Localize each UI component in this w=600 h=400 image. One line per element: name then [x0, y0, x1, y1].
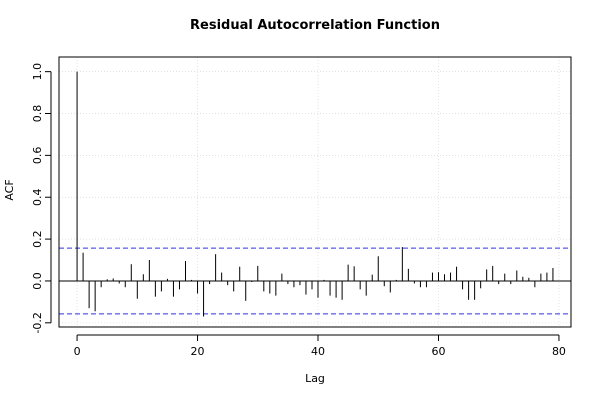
- x-axis: 0 20 40 60 80: [74, 334, 566, 358]
- chart-title: Residual Autocorrelation Function: [190, 18, 440, 33]
- y-axis-label: ACF: [3, 179, 16, 200]
- y-tick-label: 0.4: [31, 188, 44, 206]
- x-tick-label: 80: [552, 345, 566, 358]
- x-tick-label: 40: [311, 345, 325, 358]
- y-tick-label: 0.0: [31, 272, 44, 290]
- x-tick-label: 60: [431, 345, 445, 358]
- y-tick-label: 0.2: [31, 230, 44, 248]
- confidence-bounds: [59, 247, 571, 315]
- y-tick-label: 0.6: [31, 147, 44, 165]
- x-tick-label: 20: [191, 345, 205, 358]
- x-axis-label: Lag: [305, 372, 325, 385]
- y-tick-label: 1.0: [31, 63, 44, 81]
- x-tick-label: 0: [74, 345, 81, 358]
- y-tick-label: -0.2: [31, 312, 44, 333]
- y-axis: -0.2 0.0 0.2 0.4 0.6 0.8 1.0: [31, 63, 52, 334]
- y-tick-label: 0.8: [31, 105, 44, 123]
- acf-spikes: [76, 71, 554, 317]
- plot-frame: [58, 56, 572, 328]
